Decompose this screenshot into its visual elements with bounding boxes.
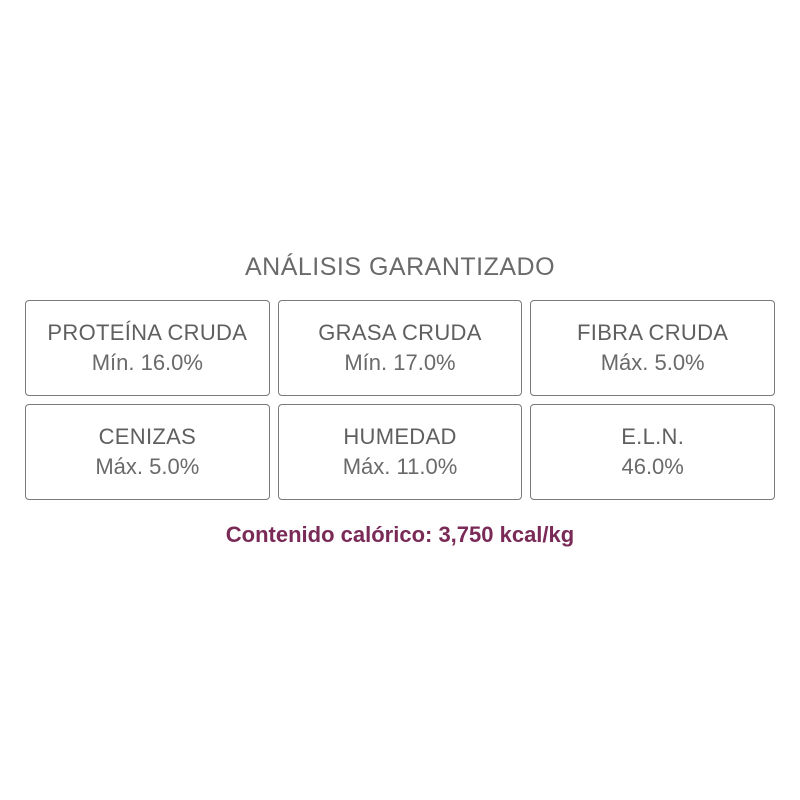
cell-value: Máx. 11.0% — [343, 454, 458, 480]
cell-value: Máx. 5.0% — [601, 350, 705, 376]
guaranteed-analysis-panel: ANÁLISIS GARANTIZADO PROTEÍNA CRUDA Mín.… — [25, 253, 775, 548]
cell-value: Máx. 5.0% — [95, 454, 199, 480]
panel-title: ANÁLISIS GARANTIZADO — [245, 253, 555, 282]
cell-value: Mín. 17.0% — [344, 350, 455, 376]
cell-label: FIBRA CRUDA — [577, 319, 728, 347]
cell-proteina-cruda: PROTEÍNA CRUDA Mín. 16.0% — [25, 300, 270, 396]
cell-value: Mín. 16.0% — [92, 350, 203, 376]
cell-label: PROTEÍNA CRUDA — [47, 319, 247, 347]
cell-humedad: HUMEDAD Máx. 11.0% — [278, 404, 523, 500]
analysis-grid: PROTEÍNA CRUDA Mín. 16.0% GRASA CRUDA Mí… — [25, 300, 775, 500]
cell-eln: E.L.N. 46.0% — [530, 404, 775, 500]
cell-label: E.L.N. — [621, 423, 684, 451]
cell-label: CENIZAS — [99, 423, 196, 451]
cell-value: 46.0% — [621, 454, 683, 480]
cell-label: HUMEDAD — [343, 423, 456, 451]
caloric-content: Contenido calórico: 3,750 kcal/kg — [226, 522, 574, 548]
cell-fibra-cruda: FIBRA CRUDA Máx. 5.0% — [530, 300, 775, 396]
cell-grasa-cruda: GRASA CRUDA Mín. 17.0% — [278, 300, 523, 396]
cell-cenizas: CENIZAS Máx. 5.0% — [25, 404, 270, 500]
cell-label: GRASA CRUDA — [318, 319, 481, 347]
